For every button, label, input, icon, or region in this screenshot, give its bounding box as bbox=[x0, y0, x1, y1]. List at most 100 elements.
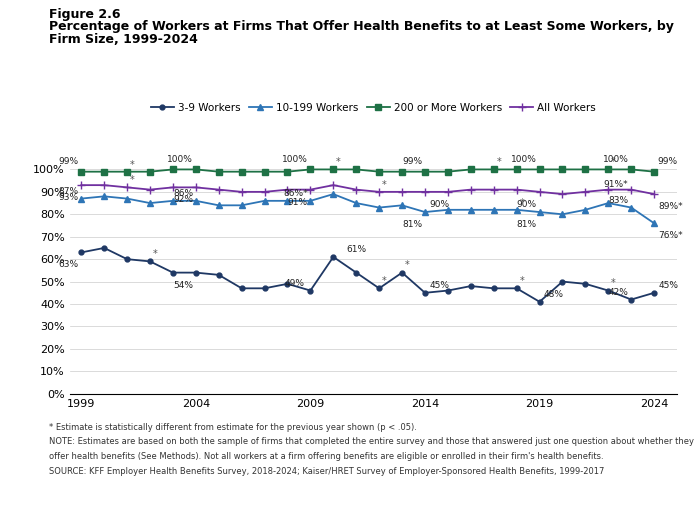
All Workers bbox=[169, 184, 177, 191]
3-9 Workers bbox=[192, 269, 200, 276]
Text: *: * bbox=[519, 276, 524, 286]
Text: 45%: 45% bbox=[658, 281, 678, 290]
3-9 Workers bbox=[100, 245, 108, 251]
200 or More Workers bbox=[283, 169, 292, 175]
10-199 Workers bbox=[214, 202, 223, 208]
All Workers bbox=[123, 184, 131, 191]
3-9 Workers bbox=[214, 272, 223, 278]
Text: 86%*: 86%* bbox=[283, 190, 308, 198]
3-9 Workers bbox=[352, 269, 360, 276]
Text: 100%: 100% bbox=[282, 155, 308, 164]
All Workers bbox=[192, 184, 200, 191]
3-9 Workers bbox=[489, 285, 498, 291]
Text: 63%: 63% bbox=[59, 260, 78, 269]
Line: 10-199 Workers: 10-199 Workers bbox=[78, 191, 657, 226]
Text: Figure 2.6: Figure 2.6 bbox=[49, 8, 120, 21]
Text: 81%: 81% bbox=[517, 220, 537, 229]
All Workers bbox=[512, 186, 521, 193]
Text: 99%: 99% bbox=[657, 157, 677, 166]
10-199 Workers bbox=[398, 202, 406, 208]
200 or More Workers bbox=[329, 166, 338, 173]
Text: 76%*: 76%* bbox=[658, 232, 683, 240]
Text: *: * bbox=[405, 260, 410, 270]
10-199 Workers bbox=[169, 198, 177, 204]
10-199 Workers bbox=[489, 207, 498, 213]
10-199 Workers bbox=[237, 202, 246, 208]
Text: 83%: 83% bbox=[609, 196, 628, 205]
3-9 Workers bbox=[375, 285, 383, 291]
200 or More Workers bbox=[100, 169, 108, 175]
Text: *: * bbox=[336, 158, 341, 167]
10-199 Workers bbox=[650, 220, 658, 226]
10-199 Workers bbox=[123, 195, 131, 202]
3-9 Workers bbox=[535, 299, 544, 305]
Text: *: * bbox=[519, 197, 524, 208]
All Workers bbox=[77, 182, 85, 188]
200 or More Workers bbox=[535, 166, 544, 173]
200 or More Workers bbox=[398, 169, 406, 175]
All Workers bbox=[100, 182, 108, 188]
Line: All Workers: All Workers bbox=[77, 181, 658, 198]
10-199 Workers bbox=[421, 209, 429, 215]
3-9 Workers bbox=[306, 287, 315, 293]
Text: 45%: 45% bbox=[429, 281, 449, 290]
Text: 81%: 81% bbox=[402, 220, 422, 229]
All Workers bbox=[398, 188, 406, 195]
3-9 Workers bbox=[146, 258, 154, 265]
Text: *: * bbox=[153, 249, 158, 259]
10-199 Workers bbox=[352, 200, 360, 206]
3-9 Workers bbox=[329, 254, 338, 260]
All Workers bbox=[467, 186, 475, 193]
200 or More Workers bbox=[123, 169, 131, 175]
200 or More Workers bbox=[77, 169, 85, 175]
10-199 Workers bbox=[512, 207, 521, 213]
10-199 Workers bbox=[260, 198, 269, 204]
3-9 Workers bbox=[283, 281, 292, 287]
Text: 90%: 90% bbox=[517, 200, 537, 209]
10-199 Workers bbox=[535, 209, 544, 215]
10-199 Workers bbox=[467, 207, 475, 213]
200 or More Workers bbox=[604, 166, 613, 173]
All Workers bbox=[352, 186, 360, 193]
200 or More Workers bbox=[237, 169, 246, 175]
All Workers bbox=[421, 188, 429, 195]
Text: 86%: 86% bbox=[173, 190, 193, 198]
200 or More Workers bbox=[650, 169, 658, 175]
200 or More Workers bbox=[581, 166, 590, 173]
Text: *: * bbox=[382, 276, 387, 286]
Text: *: * bbox=[611, 158, 616, 167]
Text: 99%: 99% bbox=[59, 157, 78, 166]
3-9 Workers bbox=[604, 287, 613, 293]
200 or More Workers bbox=[352, 166, 360, 173]
200 or More Workers bbox=[306, 166, 315, 173]
Text: Firm Size, 1999-2024: Firm Size, 1999-2024 bbox=[49, 33, 198, 46]
200 or More Workers bbox=[512, 166, 521, 173]
All Workers bbox=[558, 191, 567, 197]
Text: offer health benefits (See Methods). Not all workers at a firm offering benefits: offer health benefits (See Methods). Not… bbox=[49, 452, 604, 461]
3-9 Workers bbox=[169, 269, 177, 276]
3-9 Workers bbox=[77, 249, 85, 256]
All Workers bbox=[444, 188, 452, 195]
Text: SOURCE: KFF Employer Health Benefits Survey, 2018-2024; Kaiser/HRET Survey of Em: SOURCE: KFF Employer Health Benefits Sur… bbox=[49, 467, 604, 476]
Text: *: * bbox=[496, 158, 501, 167]
Text: 91%: 91% bbox=[288, 197, 308, 207]
10-199 Workers bbox=[558, 211, 567, 217]
10-199 Workers bbox=[444, 207, 452, 213]
All Workers bbox=[306, 186, 315, 193]
3-9 Workers bbox=[421, 290, 429, 296]
All Workers bbox=[650, 191, 658, 197]
Text: 99%: 99% bbox=[402, 157, 422, 166]
10-199 Workers bbox=[627, 204, 635, 211]
Text: *: * bbox=[130, 175, 135, 185]
3-9 Workers bbox=[237, 285, 246, 291]
All Workers bbox=[329, 182, 338, 188]
10-199 Workers bbox=[146, 200, 154, 206]
200 or More Workers bbox=[146, 169, 154, 175]
10-199 Workers bbox=[306, 198, 315, 204]
All Workers bbox=[627, 186, 635, 193]
200 or More Workers bbox=[467, 166, 475, 173]
All Workers bbox=[146, 186, 154, 193]
10-199 Workers bbox=[192, 198, 200, 204]
10-199 Workers bbox=[329, 191, 338, 197]
Text: 42%: 42% bbox=[609, 288, 628, 297]
